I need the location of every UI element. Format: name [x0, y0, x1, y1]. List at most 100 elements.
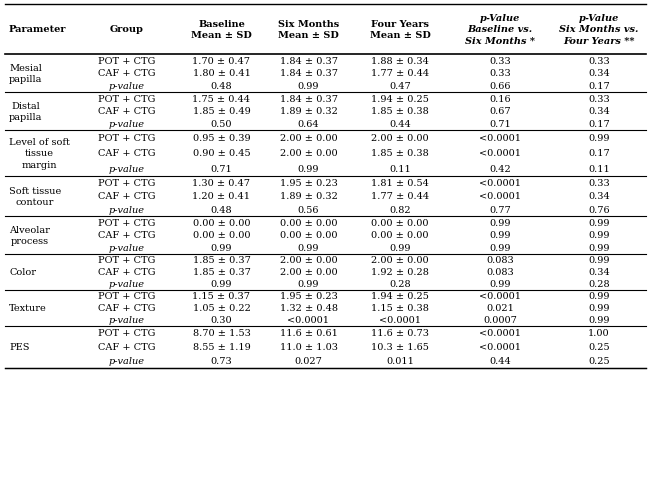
Text: 0.11: 0.11 — [389, 164, 411, 173]
Text: 1.94 ± 0.25: 1.94 ± 0.25 — [371, 95, 429, 103]
Text: 0.56: 0.56 — [298, 205, 319, 214]
Text: 1.94 ± 0.25: 1.94 ± 0.25 — [371, 292, 429, 301]
Text: 0.48: 0.48 — [211, 82, 232, 91]
Text: 0.71: 0.71 — [211, 164, 232, 173]
Text: 0.44: 0.44 — [489, 357, 511, 366]
Text: 0.34: 0.34 — [588, 192, 610, 201]
Text: POT + CTG: POT + CTG — [98, 292, 155, 301]
Text: POT + CTG: POT + CTG — [98, 134, 155, 143]
Text: CAF + CTG: CAF + CTG — [98, 107, 155, 116]
Text: 2.00 ± 0.00: 2.00 ± 0.00 — [371, 134, 429, 143]
Text: 0.99: 0.99 — [589, 316, 610, 325]
Text: 0.99: 0.99 — [490, 280, 511, 289]
Text: 0.11: 0.11 — [588, 164, 610, 173]
Text: 0.00 ± 0.00: 0.00 ± 0.00 — [280, 231, 337, 240]
Text: 0.17: 0.17 — [588, 120, 610, 129]
Text: Alveolar
process: Alveolar process — [9, 225, 50, 245]
Text: 0.00 ± 0.00: 0.00 ± 0.00 — [280, 219, 337, 227]
Text: 1.80 ± 0.41: 1.80 ± 0.41 — [193, 69, 251, 79]
Text: 0.99: 0.99 — [298, 280, 319, 289]
Text: 1.30 ± 0.47: 1.30 ± 0.47 — [193, 179, 251, 188]
Text: Baseline
Mean ± SD: Baseline Mean ± SD — [191, 20, 252, 40]
Text: 0.73: 0.73 — [211, 357, 232, 366]
Text: Group: Group — [109, 25, 143, 35]
Text: 11.0 ± 1.03: 11.0 ± 1.03 — [279, 343, 337, 352]
Text: 1.81 ± 0.54: 1.81 ± 0.54 — [371, 179, 429, 188]
Text: 0.28: 0.28 — [389, 280, 411, 289]
Text: p-value: p-value — [109, 280, 145, 289]
Text: POT + CTG: POT + CTG — [98, 329, 155, 338]
Text: 1.84 ± 0.37: 1.84 ± 0.37 — [279, 57, 337, 66]
Text: Soft tissue
contour: Soft tissue contour — [9, 186, 61, 206]
Text: Six Months
Mean ± SD: Six Months Mean ± SD — [278, 20, 339, 40]
Text: 1.95 ± 0.23: 1.95 ± 0.23 — [279, 292, 337, 301]
Text: 1.70 ± 0.47: 1.70 ± 0.47 — [193, 57, 251, 66]
Text: 0.34: 0.34 — [588, 268, 610, 277]
Text: 0.33: 0.33 — [588, 57, 610, 66]
Text: 0.99: 0.99 — [211, 280, 232, 289]
Text: POT + CTG: POT + CTG — [98, 57, 155, 66]
Text: 0.021: 0.021 — [486, 304, 514, 313]
Text: 0.99: 0.99 — [490, 244, 511, 253]
Text: POT + CTG: POT + CTG — [98, 219, 155, 227]
Text: 0.00 ± 0.00: 0.00 ± 0.00 — [193, 219, 250, 227]
Text: <0.0001: <0.0001 — [479, 329, 521, 338]
Text: 0.99: 0.99 — [589, 256, 610, 265]
Text: <0.0001: <0.0001 — [379, 316, 421, 325]
Text: 2.00 ± 0.00: 2.00 ± 0.00 — [280, 149, 337, 158]
Text: 0.66: 0.66 — [490, 82, 511, 91]
Text: p-value: p-value — [109, 244, 145, 253]
Text: p-value: p-value — [109, 357, 145, 366]
Text: 0.33: 0.33 — [489, 69, 511, 79]
Text: <0.0001: <0.0001 — [479, 192, 521, 201]
Text: 0.99: 0.99 — [490, 219, 511, 227]
Text: 1.05 ± 0.22: 1.05 ± 0.22 — [193, 304, 251, 313]
Text: 10.3 ± 1.65: 10.3 ± 1.65 — [371, 343, 429, 352]
Text: 1.85 ± 0.37: 1.85 ± 0.37 — [193, 268, 251, 277]
Text: 0.47: 0.47 — [389, 82, 411, 91]
Text: Color: Color — [9, 268, 36, 277]
Text: p-value: p-value — [109, 164, 145, 173]
Text: CAF + CTG: CAF + CTG — [98, 231, 155, 240]
Text: 0.25: 0.25 — [589, 343, 610, 352]
Text: 2.00 ± 0.00: 2.00 ± 0.00 — [280, 256, 337, 265]
Text: CAF + CTG: CAF + CTG — [98, 69, 155, 79]
Text: 0.17: 0.17 — [588, 82, 610, 91]
Text: <0.0001: <0.0001 — [479, 149, 521, 158]
Text: 0.50: 0.50 — [211, 120, 232, 129]
Text: 0.99: 0.99 — [589, 292, 610, 301]
Text: <0.0001: <0.0001 — [479, 134, 521, 143]
Text: 0.011: 0.011 — [386, 357, 414, 366]
Text: POT + CTG: POT + CTG — [98, 256, 155, 265]
Text: 0.71: 0.71 — [489, 120, 511, 129]
Text: Distal
papilla: Distal papilla — [9, 102, 42, 122]
Text: 1.92 ± 0.28: 1.92 ± 0.28 — [371, 268, 429, 277]
Text: 1.88 ± 0.34: 1.88 ± 0.34 — [371, 57, 429, 66]
Text: Texture: Texture — [9, 304, 47, 313]
Text: 0.42: 0.42 — [489, 164, 511, 173]
Text: 1.85 ± 0.38: 1.85 ± 0.38 — [371, 107, 429, 116]
Text: 0.77: 0.77 — [489, 205, 511, 214]
Text: CAF + CTG: CAF + CTG — [98, 343, 155, 352]
Text: 0.33: 0.33 — [489, 57, 511, 66]
Text: 0.00 ± 0.00: 0.00 ± 0.00 — [193, 231, 250, 240]
Text: 0.34: 0.34 — [588, 69, 610, 79]
Text: PES: PES — [9, 343, 29, 352]
Text: 0.027: 0.027 — [294, 357, 322, 366]
Text: CAF + CTG: CAF + CTG — [98, 304, 155, 313]
Text: 0.083: 0.083 — [486, 268, 514, 277]
Text: 1.77 ± 0.44: 1.77 ± 0.44 — [371, 69, 429, 79]
Text: p-Value
Six Months vs.
Four Years **: p-Value Six Months vs. Four Years ** — [559, 14, 639, 45]
Text: 0.99: 0.99 — [298, 164, 319, 173]
Text: 0.33: 0.33 — [588, 95, 610, 103]
Text: 8.70 ± 1.53: 8.70 ± 1.53 — [193, 329, 251, 338]
Text: 0.99: 0.99 — [298, 244, 319, 253]
Text: 0.99: 0.99 — [298, 82, 319, 91]
Text: 0.083: 0.083 — [486, 256, 514, 265]
Text: 0.48: 0.48 — [211, 205, 232, 214]
Text: 0.25: 0.25 — [589, 357, 610, 366]
Text: 0.33: 0.33 — [588, 179, 610, 188]
Text: 0.99: 0.99 — [589, 304, 610, 313]
Text: 0.17: 0.17 — [588, 149, 610, 158]
Text: 0.0007: 0.0007 — [483, 316, 517, 325]
